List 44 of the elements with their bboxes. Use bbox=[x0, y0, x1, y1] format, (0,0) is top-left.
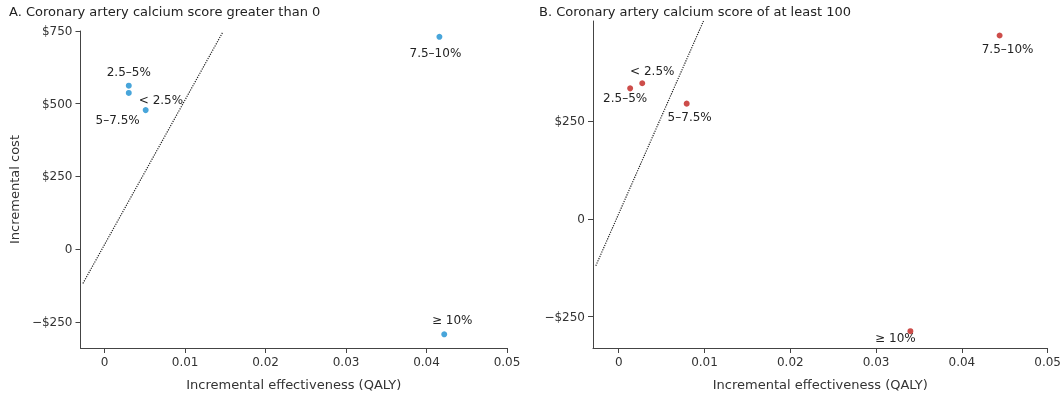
x-tick-label: 0.04 bbox=[413, 355, 440, 369]
point bbox=[683, 100, 690, 107]
x-tick-label: 0 bbox=[614, 355, 623, 369]
x-tick-label: 0.03 bbox=[332, 355, 360, 369]
point bbox=[441, 331, 448, 338]
y-tick-label: $250 bbox=[41, 169, 73, 184]
annotation: 2.5–5% bbox=[603, 91, 648, 106]
chart-title: B. Coronary artery calcium score of at least 100 bbox=[539, 4, 852, 19]
x-tick-label: 0.04 bbox=[948, 355, 976, 369]
y-tick-label: 0 bbox=[64, 242, 73, 257]
annotation: ≥ 10% bbox=[431, 313, 473, 328]
y-tick-label: −$250 bbox=[31, 314, 73, 329]
point bbox=[125, 89, 132, 96]
y-tick-label: $750 bbox=[41, 24, 73, 38]
point bbox=[436, 33, 443, 40]
y-axis-title: Incremental cost bbox=[7, 135, 22, 244]
annotation: 5–7.5% bbox=[95, 113, 140, 128]
point bbox=[627, 85, 634, 92]
x-tick-label: 0.05 bbox=[1034, 355, 1061, 369]
point bbox=[142, 107, 149, 114]
x-tick-label: 0 bbox=[100, 355, 109, 369]
y-tick-label: 0 bbox=[577, 211, 585, 226]
annotation: ≥ 10% bbox=[875, 331, 916, 346]
x-tick-label: 0.01 bbox=[171, 355, 199, 369]
annotation: 7.5–10% bbox=[409, 45, 462, 60]
x-axis-title: Incremental effectiveness (QALY) bbox=[712, 377, 928, 392]
point bbox=[996, 32, 1003, 39]
x-tick-label: 0.05 bbox=[493, 355, 521, 369]
y-tick-label: −$250 bbox=[544, 309, 585, 324]
point bbox=[125, 82, 132, 89]
annotation: 7.5–10% bbox=[981, 42, 1034, 57]
annotation: < 2.5% bbox=[630, 64, 675, 79]
annotation: < 2.5% bbox=[138, 92, 184, 107]
x-tick-label: 0.02 bbox=[252, 355, 279, 369]
y-tick-label: $500 bbox=[41, 96, 73, 111]
y-tick-label: $250 bbox=[554, 113, 585, 128]
annotation: 5–7.5% bbox=[667, 109, 712, 124]
x-axis-title: Incremental effectiveness (QALY) bbox=[186, 377, 402, 392]
x-tick-label: 0.02 bbox=[776, 355, 804, 369]
chart-title: A. Coronary artery calcium score greater than 0 bbox=[9, 4, 321, 19]
point bbox=[639, 80, 646, 87]
annotation: 2.5–5% bbox=[106, 64, 151, 79]
x-tick-label: 0.01 bbox=[691, 355, 718, 369]
x-tick-label: 0.03 bbox=[862, 355, 890, 369]
